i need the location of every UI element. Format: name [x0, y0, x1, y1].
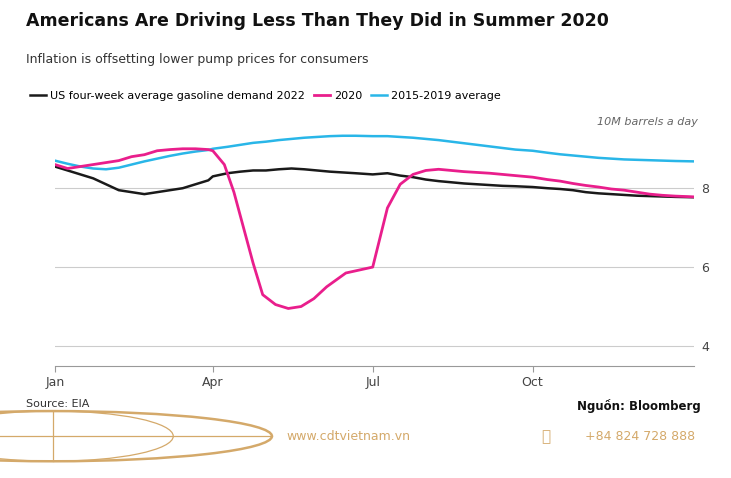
Text: Source: EIA: Source: EIA: [26, 399, 89, 409]
Legend: US four-week average gasoline demand 2022, 2020, 2015-2019 average: US four-week average gasoline demand 202…: [26, 87, 506, 106]
Text: Inflation is offsetting lower pump prices for consumers: Inflation is offsetting lower pump price…: [26, 53, 368, 65]
Text: Americans Are Driving Less Than They Did in Summer 2020: Americans Are Driving Less Than They Did…: [26, 12, 608, 30]
Text: Nguồn: Bloomberg: Nguồn: Bloomberg: [577, 399, 700, 413]
Text: 📞: 📞: [541, 429, 550, 444]
Text: 10M barrels a day: 10M barrels a day: [597, 117, 698, 127]
Text: +84 824 728 888: +84 824 728 888: [585, 430, 695, 443]
Text: www.cdtvietnam.vn: www.cdtvietnam.vn: [287, 430, 411, 443]
